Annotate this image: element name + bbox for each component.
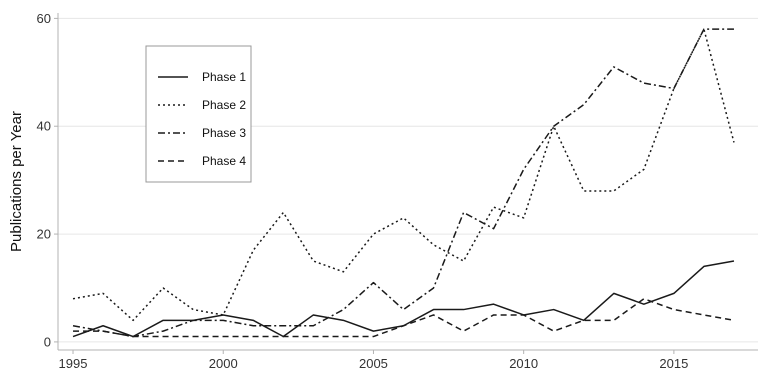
y-tick-label-60: 60 (37, 11, 51, 26)
legend-label-3: Phase 3 (202, 126, 246, 140)
x-tick-label-2010: 2010 (509, 356, 538, 371)
legend-box (145, 45, 252, 183)
legend-label-2: Phase 2 (202, 98, 246, 112)
series-line-phase-2 (72, 28, 735, 322)
x-tick-label-1995: 1995 (59, 356, 88, 371)
legend-label-4: Phase 4 (202, 154, 246, 168)
y-tick-label-0: 0 (44, 334, 51, 349)
legend-label-1: Phase 1 (202, 70, 246, 84)
axes (57, 13, 758, 351)
y-tick-label-20: 20 (37, 227, 51, 242)
x-tick-label-2015: 2015 (659, 356, 688, 371)
series-line-phase-4 (73, 298, 735, 338)
y-tick-label-40: 40 (37, 119, 51, 134)
x-tick-label-2000: 2000 (209, 356, 238, 371)
legend: Phase 1 Phase 2 Phase 3 Phase 4 (145, 45, 252, 183)
tick-labels: 0 20 40 60 1995 2000 2005 2010 2015 (37, 11, 689, 371)
y-axis-label: Publications per Year (8, 111, 25, 252)
x-tick-label-2005: 2005 (359, 356, 388, 371)
series-lines (72, 28, 735, 338)
